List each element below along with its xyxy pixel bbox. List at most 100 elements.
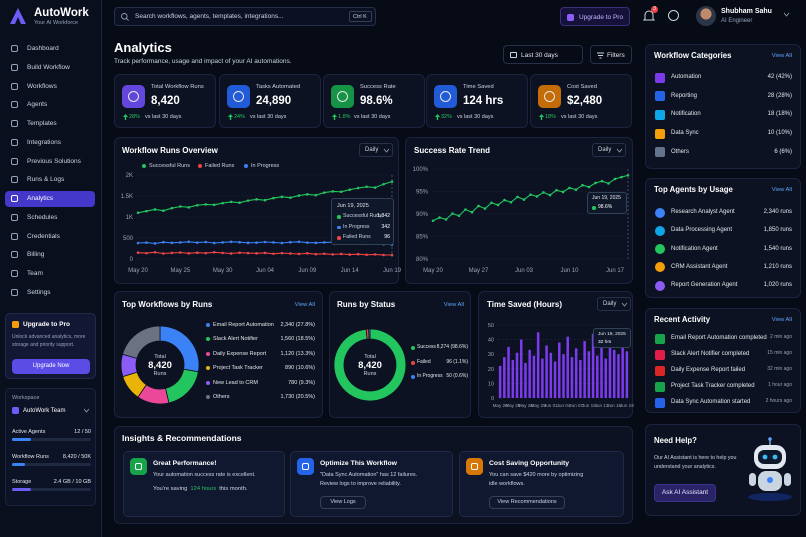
nav-item[interactable]: Team [5,266,95,282]
notification-count: 3 [653,5,656,12]
dropdown[interactable]: Daily [359,143,393,157]
view-all[interactable]: View All [771,187,792,193]
nav-item[interactable]: Build Workflow [5,60,95,76]
item-icon [655,207,665,218]
button-label: View Logs [330,499,356,506]
promo-title: Upgrade to Pro [23,321,70,328]
donut-center: Total 8,420 Runs [344,354,396,377]
filters-button[interactable]: Filters [590,45,632,64]
nav-item[interactable]: Schedules [5,210,95,226]
up-arrow-glyph [539,114,544,120]
x-tick-label: Jun 19 [383,268,402,274]
view-all[interactable]: View All [294,302,315,308]
date-range-label: Last 30 days [521,52,558,59]
nav-icon [11,251,18,259]
nav-item[interactable]: Workflows [5,79,95,95]
nav-item[interactable]: Templates [5,116,95,132]
nav-item[interactable]: Settings [5,285,95,301]
usage-track [12,438,91,441]
insight-icon [297,458,314,475]
y-tick-label: 1K [126,215,133,221]
chart-card: Time Saved (Hours) Daily 0 10 20 30 40 50 May 20… [478,291,634,418]
dropdown[interactable]: Daily [597,297,631,311]
nav-item[interactable]: Billing [5,247,95,263]
promo-card: Upgrade to Pro Unlock advanced analytics,… [5,313,96,379]
insight-text: Review logs to improve reliability. [320,481,401,487]
kpi-compare: vs last 30 days [145,114,182,120]
usage-label: 2.4 GB / 10 GB [53,479,91,485]
kpi-label: Tasks Automated [256,84,301,90]
button[interactable]: Upgrade Now [12,359,90,374]
nav-item[interactable]: Runs & Logs [5,172,95,188]
point [238,201,241,205]
dropdown[interactable]: Daily [592,143,626,157]
nav-item[interactable]: Analytics [5,191,95,207]
insight-text: "Data Sync Automation" has 12 failures. [320,472,418,478]
button[interactable]: View Logs [320,496,366,509]
bar [515,352,519,398]
legend-dot [206,351,210,356]
button[interactable]: Ask AI Assistant [654,484,716,502]
point [331,190,335,193]
item-name: Data Sync Automation started [671,399,751,405]
point [221,251,224,255]
usage-name: Active Agents [12,429,46,435]
nav-item[interactable]: Agents [5,97,95,113]
x-tick-label: Jun 07 [569,403,583,408]
point [289,240,292,244]
item-icon [655,72,665,83]
tooltip-date: Jun 19, 2025 [592,195,621,201]
kpi-value: 98.6% [360,95,393,107]
view-all[interactable]: View All [443,302,464,308]
nav-item[interactable]: Credentials [5,229,95,245]
point [438,216,441,219]
dropdown-label: Daily [598,147,612,153]
nav-icon [11,288,18,296]
date-range[interactable]: Last 30 days [503,45,583,64]
robot-glow [748,493,792,501]
upgrade-button[interactable]: Upgrade to Pro [560,7,630,26]
page-title: Analytics [114,40,172,55]
kpi-icon-glyph [440,91,451,102]
nav-item[interactable]: Dashboard [5,41,95,57]
shortcut-label: Ctrl K [353,14,367,20]
nav-icon [11,157,18,165]
point [255,241,258,244]
insight-title: Optimize This Workflow [320,460,397,467]
bar [545,345,548,398]
point [535,195,539,198]
robot [748,437,792,501]
item-value: 1,210 runs [763,263,792,270]
panel-title: Need Help? [654,436,697,445]
item-icon [655,365,665,376]
point [600,179,604,183]
item-icon [655,147,665,158]
kpi-icon [331,85,354,108]
view-all[interactable]: View All [771,53,792,59]
point [263,251,267,255]
search-box[interactable]: Search workflows, agents, templates, int… [114,7,376,26]
brand-tagline: Your AI Workforce [34,20,79,26]
item-value: 1,540 runs [763,245,792,252]
usage-bar [12,463,26,466]
nav-item[interactable]: Integrations [5,135,95,151]
point [522,198,526,201]
legend-label: Others [213,394,230,400]
kpi-label: Time Saved [463,84,494,90]
insight-highlight: You're saving 124 hours this month. [153,486,248,492]
up-arrow [123,114,128,120]
bar [600,346,603,398]
nav-item[interactable]: Previous Solutions [5,154,95,170]
x-tick-label: May 29 [531,403,547,408]
kpi-card: Tasks Automated 24,890 24% vs last 30 days [219,74,321,128]
view-all[interactable]: View All [771,317,792,323]
point [153,208,157,211]
point [348,188,351,191]
button[interactable]: View Recommendations [489,496,565,509]
item-icon [655,333,665,344]
x-tick-label: May 26 [518,403,534,408]
point [153,250,157,254]
item-icon [655,280,665,291]
crown-icon [12,321,19,328]
usage-name: Workflow Runs [12,454,49,460]
